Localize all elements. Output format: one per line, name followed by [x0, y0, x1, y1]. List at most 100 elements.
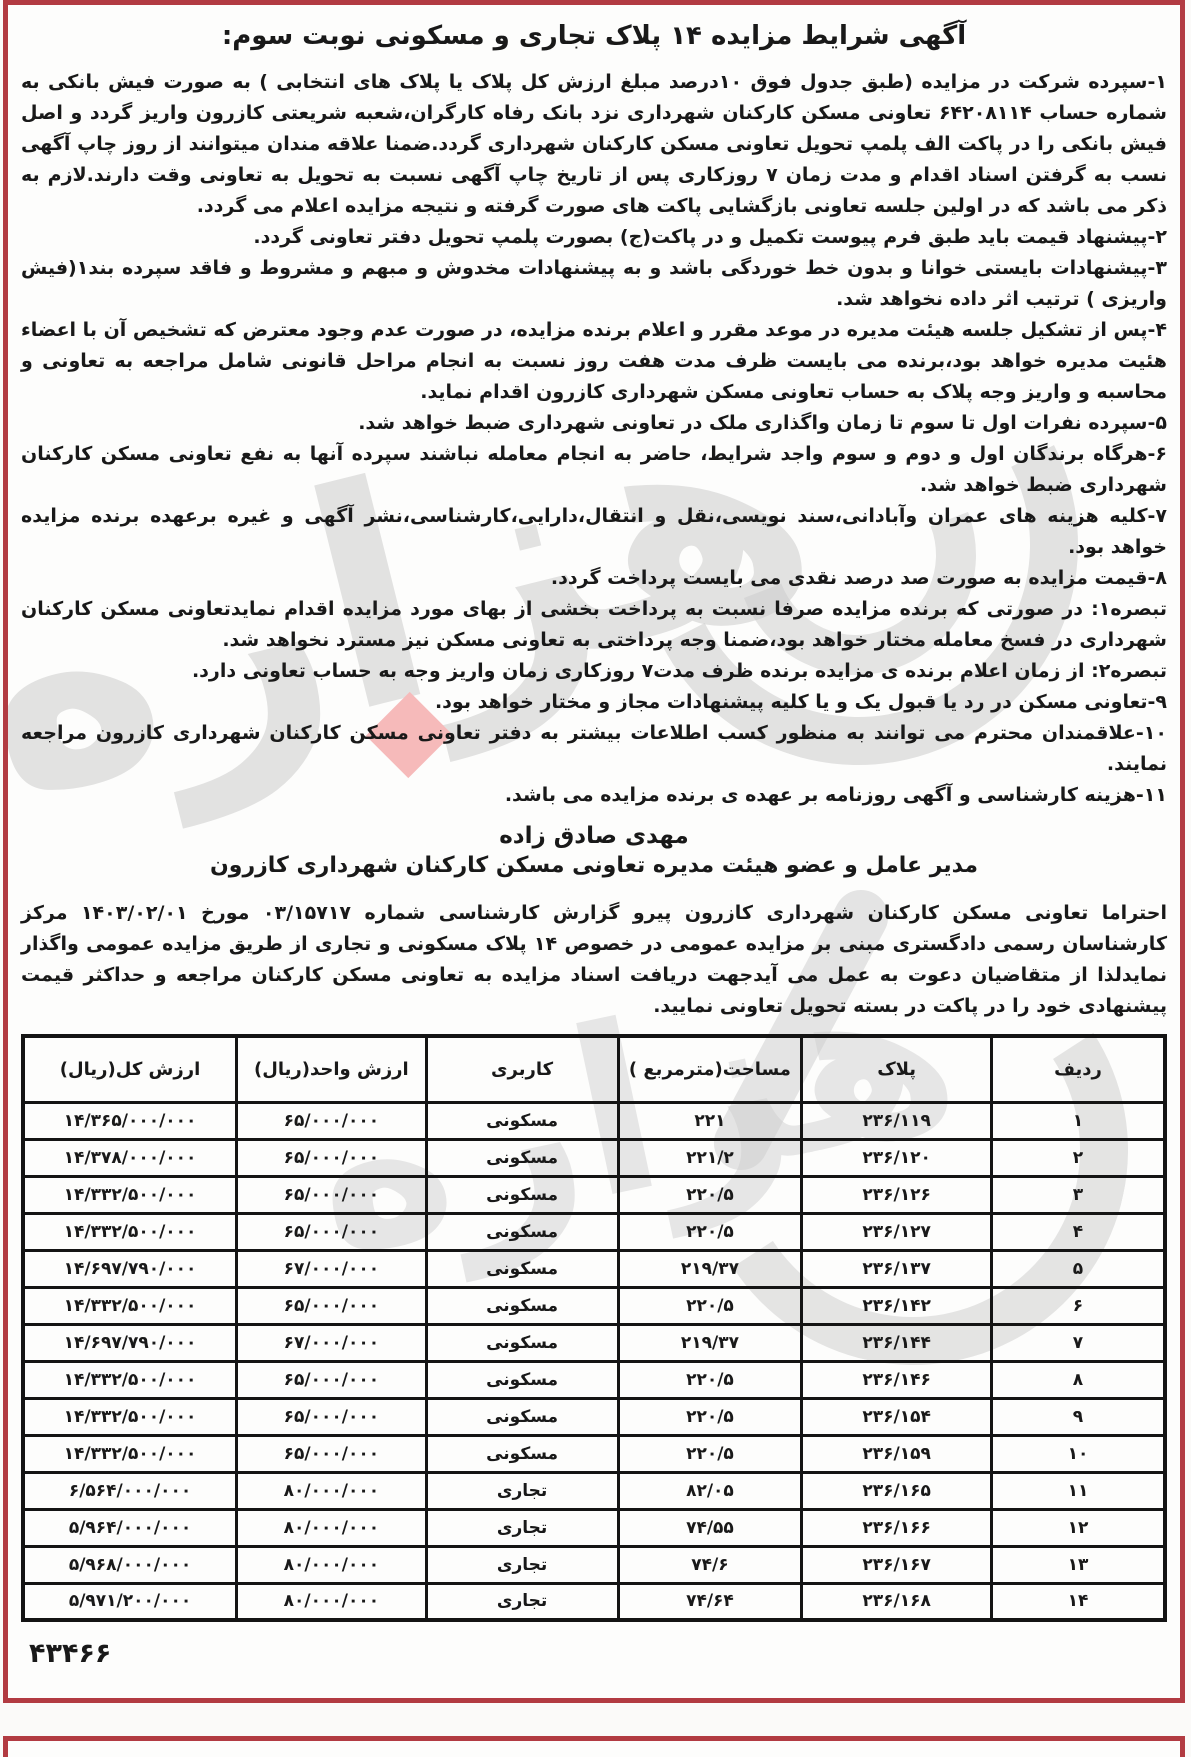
table-cell: ۶۵/۰۰۰/۰۰۰: [235, 1174, 428, 1215]
table-row: ۳ ۲۳۶/۱۲۶ ۲۲۰/۵ مسکونی ۶۵/۰۰۰/۰۰۰ ۱۴/۳۳۲/۵۰۰/…: [21, 1174, 1167, 1215]
table-row: ۴ ۲۳۶/۱۲۷ ۲۲۰/۵ مسکونی ۶۵/۰۰۰/۰۰۰ ۱۴/۳۳۲/۵۰۰/…: [21, 1211, 1167, 1252]
table-row: ۹ ۲۳۶/۱۵۴ ۲۲۰/۵ مسکونی ۶۵/۰۰۰/۰۰۰ ۱۴/۳۳۲/۵۰۰/…: [21, 1396, 1167, 1437]
table-cell: ۲۱۹/۳۷: [616, 1248, 804, 1289]
table-row: ۱۴ ۲۳۶/۱۶۸ ۷۴/۶۴ تجاری ۸۰/۰۰۰/۰۰۰ ۵/۹۷۱/۲۰۰/۰…: [21, 1581, 1167, 1622]
table-cell: ۷۴/۵۵: [616, 1507, 804, 1548]
term-paragraph: ۷-کلیه هزینه های عمران وآبادانی،سند نویس…: [21, 505, 1167, 558]
table-header-row: ردیف پلاک مساحت(مترمربع ) کاربری ارزش وا…: [21, 1034, 1167, 1104]
table-cell: ۸۰/۰۰۰/۰۰۰: [235, 1581, 428, 1622]
table-cell: مسکونی: [424, 1359, 620, 1400]
table-cell: ۵/۹۶۸/۰۰۰/۰۰۰: [21, 1544, 239, 1585]
term-paragraph: ۳-پیشنهادات بایستی خوانا و بدون خط خوردگ…: [21, 257, 1167, 310]
table-cell: ۱۴: [989, 1581, 1167, 1622]
next-notice-box: [3, 1736, 1185, 1757]
term-paragraph: ۴-پس از تشکیل جلسه هیئت مدیره در موعد مق…: [21, 319, 1167, 403]
table-cell: ۱۴/۳۳۲/۵۰۰/۰۰۰: [21, 1285, 239, 1326]
table-cell: ۶۵/۰۰۰/۰۰۰: [235, 1211, 428, 1252]
table-cell: ۲۲۰/۵: [616, 1359, 804, 1400]
table-cell: ۶۵/۰۰۰/۰۰۰: [235, 1137, 428, 1178]
term-paragraph: ۱۰-علاقمندان محترم می توانند به منظور کس…: [21, 722, 1167, 775]
term-paragraph: ۱۱-هزینه کارشناسی و آگهی روزنامه بر عهده…: [504, 784, 1167, 806]
table-row: ۱۰ ۲۳۶/۱۵۹ ۲۲۰/۵ مسکونی ۶۵/۰۰۰/۰۰۰ ۱۴/۳۳۲/۵۰۰…: [21, 1433, 1167, 1474]
table-cell: ۵: [989, 1248, 1167, 1289]
table-cell: ۵/۹۷۱/۲۰۰/۰۰۰: [21, 1581, 239, 1622]
table-cell: ۱۴/۳۶۵/۰۰۰/۰۰۰: [21, 1100, 239, 1141]
table-cell: مسکونی: [424, 1174, 620, 1215]
table-cell: ۶/۵۶۴/۰۰۰/۰۰۰: [21, 1470, 239, 1511]
notice-title: آگهی شرایط مزایده ۱۴ پلاک تجاری و مسکونی…: [221, 21, 967, 51]
table-cell: ۲: [989, 1137, 1167, 1178]
table-cell: ۲۳۶/۱۴۲: [800, 1285, 993, 1326]
table-cell: ۸: [989, 1359, 1167, 1400]
term-paragraph: ۸-قیمت مزایده به صورت صد درصد نقدی می با…: [550, 567, 1167, 589]
table-row: ۱ ۲۳۶/۱۱۹ ۲۲۱ مسکونی ۶۵/۰۰۰/۰۰۰ ۱۴/۳۶۵/۰۰۰/۰۰…: [21, 1100, 1167, 1141]
table-cell: ۱۴/۳۳۲/۵۰۰/۰۰۰: [21, 1359, 239, 1400]
column-header-usage: کاربری: [424, 1034, 620, 1104]
table-cell: ۱۴/۳۳۲/۵۰۰/۰۰۰: [21, 1174, 239, 1215]
table-cell: ۹: [989, 1396, 1167, 1437]
term-paragraph: ۶-هرگاه برندگان اول و دوم و سوم واجد شرا…: [21, 443, 1167, 496]
table-row: ۲ ۲۳۶/۱۲۰ ۲۲۱/۲ مسکونی ۶۵/۰۰۰/۰۰۰ ۱۴/۳۷۸/۰۰۰/…: [21, 1137, 1167, 1178]
plots-table: ردیف پلاک مساحت(مترمربع ) کاربری ارزش وا…: [21, 1034, 1167, 1622]
table-cell: ۲۳۶/۱۱۹: [800, 1100, 993, 1141]
table-cell: ۲۳۶/۱۲۷: [800, 1211, 993, 1252]
table-cell: مسکونی: [424, 1248, 620, 1289]
table-cell: ۲۳۶/۱۶۶: [800, 1507, 993, 1548]
table-cell: ۲۱۹/۳۷: [616, 1322, 804, 1363]
column-header-plot-number: پلاک: [800, 1034, 993, 1104]
table-cell: ۶۵/۰۰۰/۰۰۰: [235, 1433, 428, 1474]
table-row: ۱۳ ۲۳۶/۱۶۷ ۷۴/۶ تجاری ۸۰/۰۰۰/۰۰۰ ۵/۹۶۸/۰۰۰/۰۰…: [21, 1544, 1167, 1585]
table-cell: ۲۲۱: [616, 1100, 804, 1141]
table-cell: ۱۳: [989, 1544, 1167, 1585]
notice-box: هزاره هزاره آگهی شرایط مزایده ۱۴ پلاک تج…: [3, 0, 1185, 1703]
table-cell: ۷۴/۶: [616, 1544, 804, 1585]
table-cell: ۲۳۶/۱۴۴: [800, 1322, 993, 1363]
term-paragraph: تبصره۲: از زمان اعلام برنده ی مزایده برن…: [191, 660, 1167, 682]
table-row: ۷ ۲۳۶/۱۴۴ ۲۱۹/۳۷ مسکونی ۶۷/۰۰۰/۰۰۰ ۱۴/۶۹۷/۷۹۰…: [21, 1322, 1167, 1363]
table-cell: ۸۲/۰۵: [616, 1470, 804, 1511]
term-paragraph: تبصره۱: در صورتی که برنده مزایده صرفا نس…: [21, 598, 1167, 651]
table-cell: ۴: [989, 1211, 1167, 1252]
table-cell: ۲۳۶/۱۶۷: [800, 1544, 993, 1585]
footer-code: ۴۳۴۶۶: [29, 1638, 112, 1669]
notice-content: آگهی شرایط مزایده ۱۴ پلاک تجاری و مسکونی…: [8, 5, 1180, 1669]
column-header-area: مساحت(مترمربع ): [616, 1034, 804, 1104]
table-cell: ۲۲۰/۵: [616, 1174, 804, 1215]
table-cell: مسکونی: [424, 1433, 620, 1474]
table-cell: ۱۰: [989, 1433, 1167, 1474]
table-cell: ۷: [989, 1322, 1167, 1363]
table-row: ۱۱ ۲۳۶/۱۶۵ ۸۲/۰۵ تجاری ۸۰/۰۰۰/۰۰۰ ۶/۵۶۴/۰۰۰/۰…: [21, 1470, 1167, 1511]
table-cell: ۶۵/۰۰۰/۰۰۰: [235, 1396, 428, 1437]
column-header-total-value: ارزش کل(ریال): [21, 1034, 239, 1104]
table-cell: مسکونی: [424, 1285, 620, 1326]
table-cell: ۲۳۶/۱۶۵: [800, 1470, 993, 1511]
column-header-row-number: ردیف: [989, 1034, 1167, 1104]
table-cell: ۲۲۰/۵: [616, 1433, 804, 1474]
table-row: ۱۲ ۲۳۶/۱۶۶ ۷۴/۵۵ تجاری ۸۰/۰۰۰/۰۰۰ ۵/۹۶۴/۰۰۰/۰…: [21, 1507, 1167, 1548]
table-cell: ۲۳۶/۱۲۰: [800, 1137, 993, 1178]
table-cell: ۶۷/۰۰۰/۰۰۰: [235, 1322, 428, 1363]
table-cell: ۸۰/۰۰۰/۰۰۰: [235, 1507, 428, 1548]
table-cell: ۱۲: [989, 1507, 1167, 1548]
table-cell: مسکونی: [424, 1396, 620, 1437]
term-paragraph: ۵-سپرده نفرات اول تا سوم تا زمان واگذاری…: [358, 412, 1167, 434]
table-cell: ۲۳۶/۱۶۸: [800, 1581, 993, 1622]
term-paragraph: ۱-سپرده شرکت در مزایده (طبق جدول فوق ۱۰د…: [21, 71, 1167, 217]
intro-paragraph: احتراما تعاونی مسکن کارکنان شهرداری کازر…: [21, 902, 1167, 1017]
table-cell: ۲۳۶/۱۲۶: [800, 1174, 993, 1215]
table-cell: ۲۳۶/۱۵۹: [800, 1433, 993, 1474]
table-cell: ۲۲۰/۵: [616, 1396, 804, 1437]
table-cell: ۸۰/۰۰۰/۰۰۰: [235, 1544, 428, 1585]
table-cell: ۶۷/۰۰۰/۰۰۰: [235, 1248, 428, 1289]
table-cell: ۵/۹۶۴/۰۰۰/۰۰۰: [21, 1507, 239, 1548]
table-cell: ۱۴/۶۹۷/۷۹۰/۰۰۰: [21, 1248, 239, 1289]
table-cell: ۲۳۶/۱۳۷: [800, 1248, 993, 1289]
table-cell: ۱۴/۶۹۷/۷۹۰/۰۰۰: [21, 1322, 239, 1363]
table-cell: ۶۵/۰۰۰/۰۰۰: [235, 1100, 428, 1141]
table-cell: ۲۲۱/۲: [616, 1137, 804, 1178]
table-cell: ۱۴/۳۳۲/۵۰۰/۰۰۰: [21, 1433, 239, 1474]
table-cell: مسکونی: [424, 1211, 620, 1252]
table-cell: تجاری: [424, 1581, 620, 1622]
table-cell: ۲۳۶/۱۴۶: [800, 1359, 993, 1400]
